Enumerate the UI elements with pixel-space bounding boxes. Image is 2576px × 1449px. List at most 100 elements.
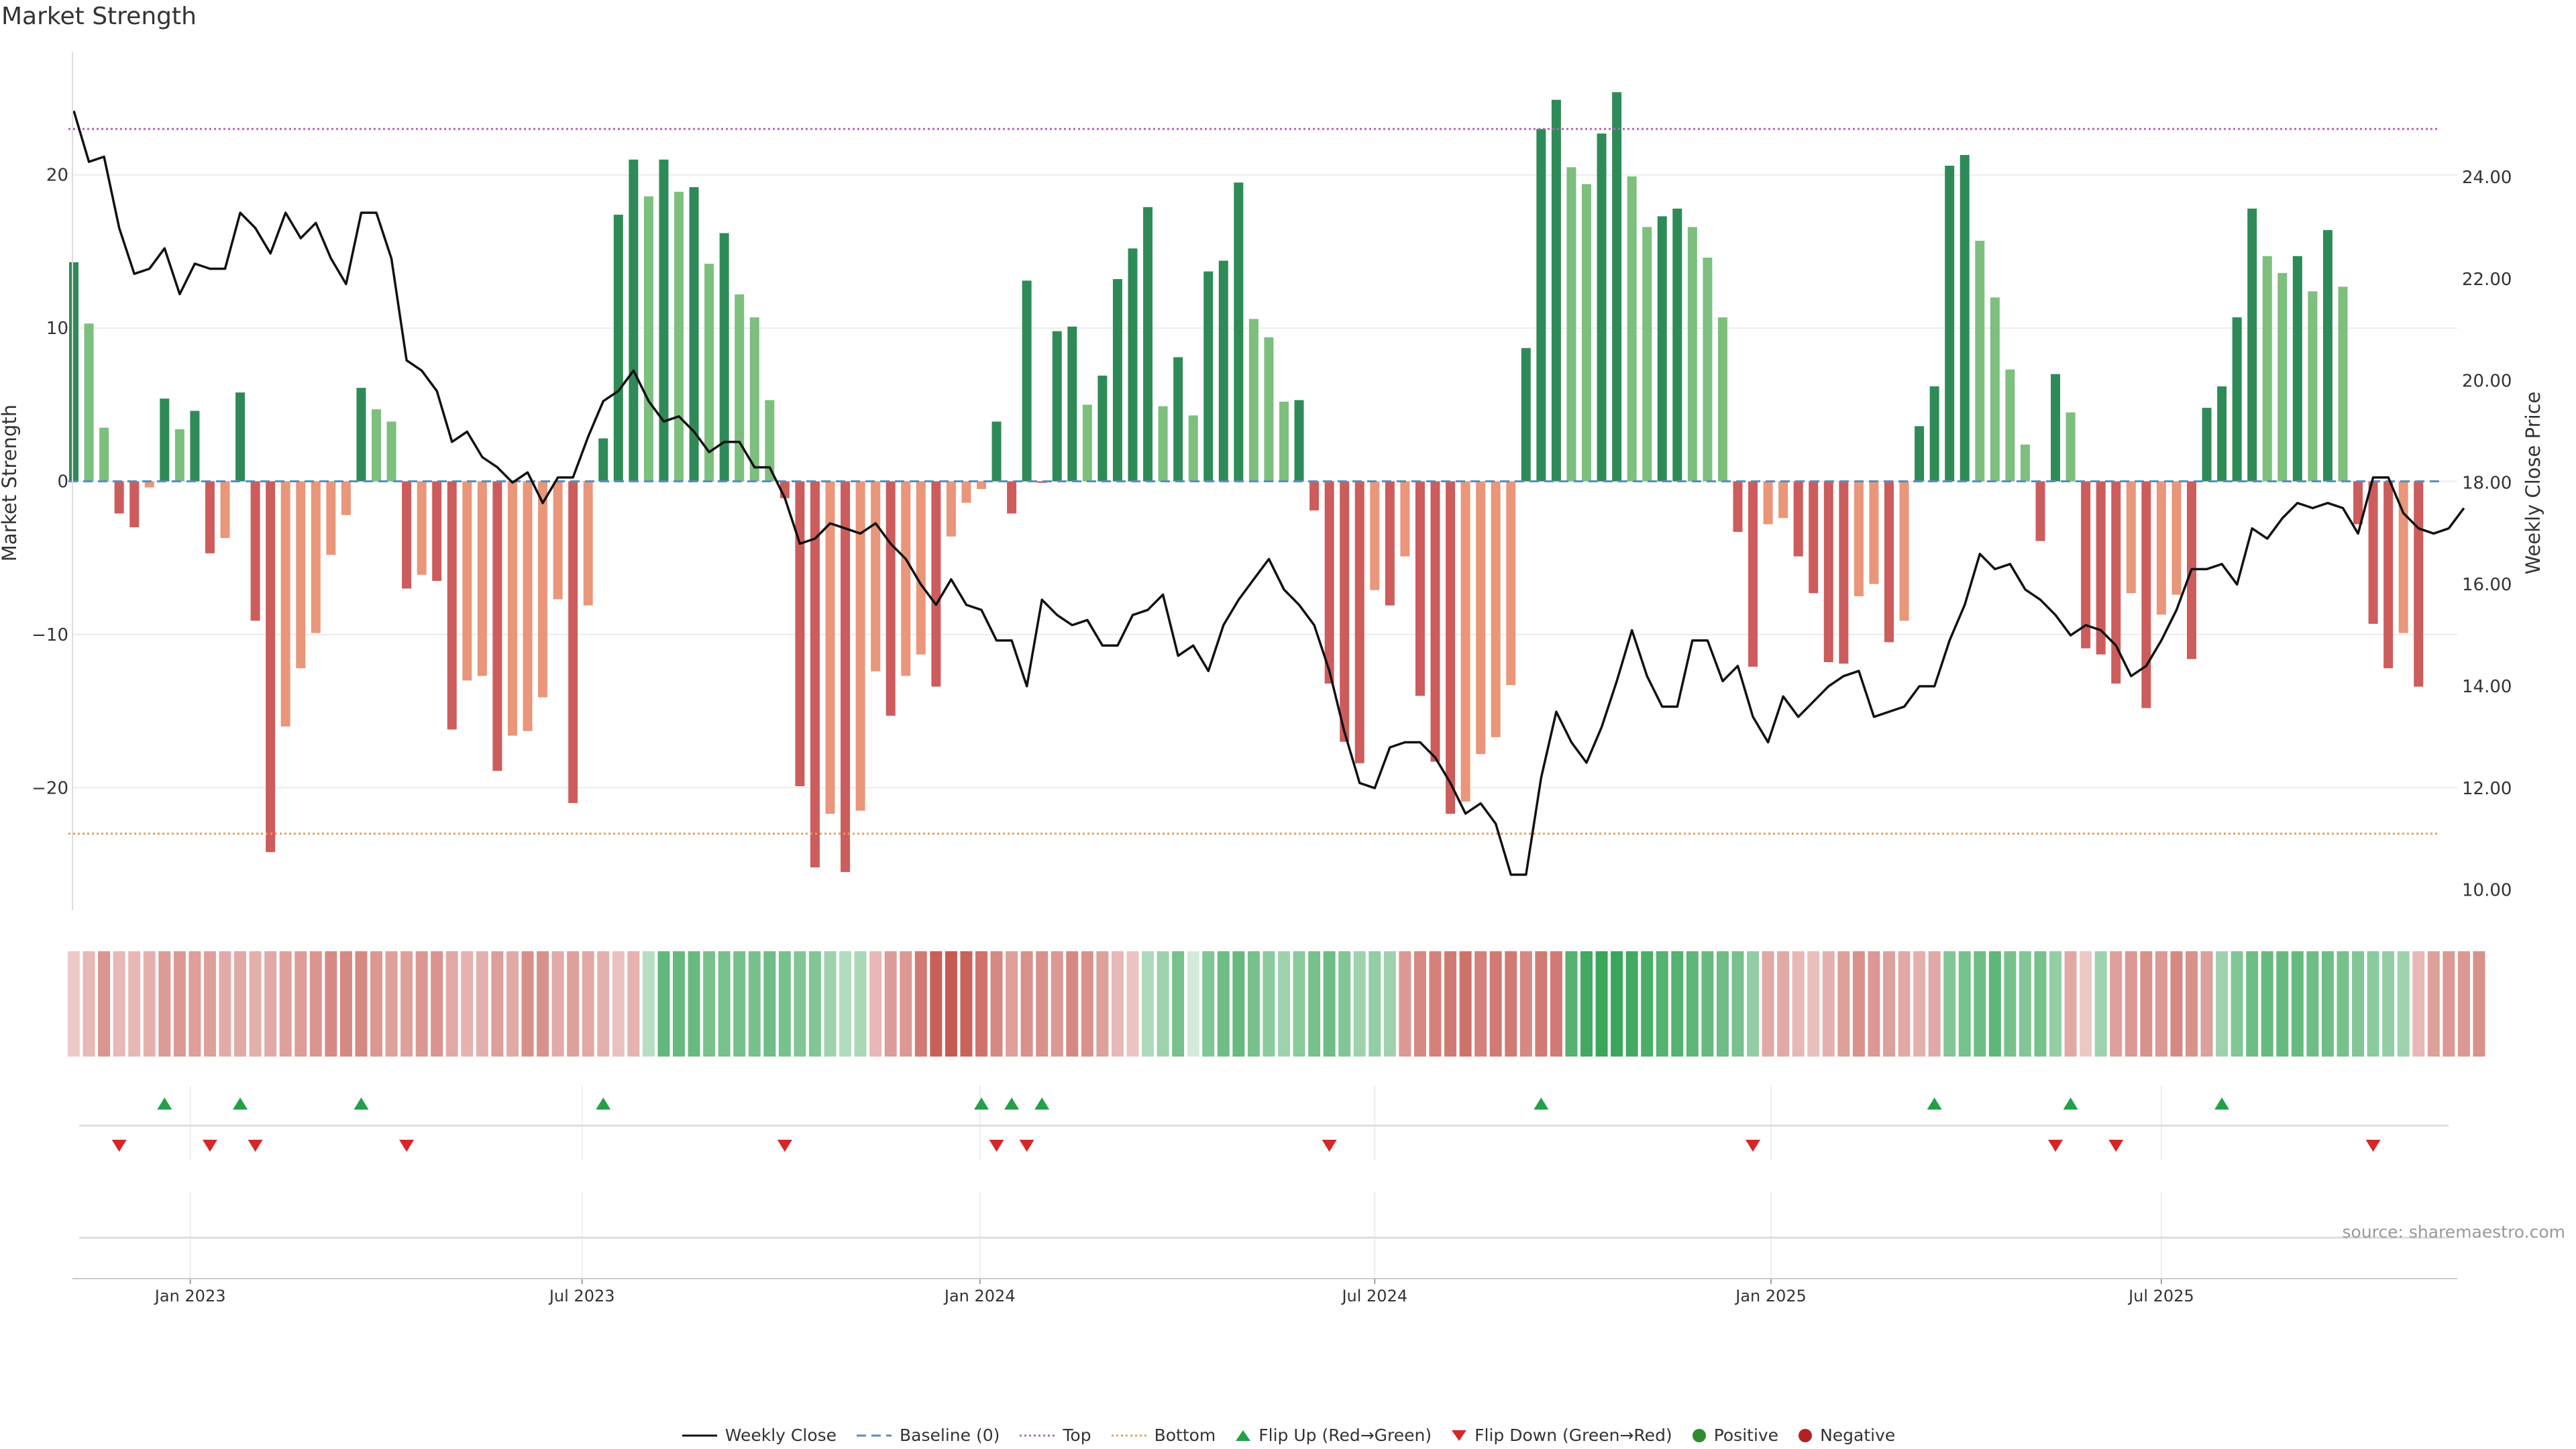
heat-cell bbox=[1066, 951, 1079, 1057]
strength-bar bbox=[1945, 166, 1955, 482]
legend-bottom[interactable]: Bottom bbox=[1110, 1426, 1216, 1445]
strength-bar bbox=[674, 191, 684, 482]
heat-cell bbox=[2352, 951, 2365, 1057]
heat-cell bbox=[1081, 951, 1093, 1057]
heat-cell bbox=[537, 951, 549, 1057]
close-price-layer bbox=[72, 110, 2465, 876]
legend-label: Top bbox=[1063, 1426, 1091, 1445]
legend-weekly-close[interactable]: Weekly Close bbox=[681, 1426, 837, 1445]
legend-flip-down[interactable]: Flip Down (Green→Red) bbox=[1450, 1426, 1672, 1445]
x-tick-label: Jul 2024 bbox=[1340, 1287, 1407, 1305]
strength-bar bbox=[1672, 208, 1682, 482]
left-tick-label: −20 bbox=[32, 778, 68, 798]
heat-cell bbox=[1247, 951, 1260, 1057]
heat-cell bbox=[2321, 951, 2334, 1057]
heat-cell bbox=[1263, 951, 1275, 1057]
strength-bar bbox=[1763, 481, 1773, 525]
strength-bar bbox=[1566, 167, 1576, 482]
heat-cell bbox=[339, 951, 352, 1057]
heat-cell bbox=[2367, 951, 2379, 1057]
strength-bar bbox=[160, 398, 170, 482]
heat-cell bbox=[1777, 951, 1790, 1057]
heat-cell bbox=[1293, 951, 1305, 1057]
strength-bar bbox=[477, 481, 487, 676]
heat-cell bbox=[1278, 951, 1290, 1057]
strength-bar bbox=[507, 481, 517, 736]
heat-cell bbox=[2186, 951, 2198, 1057]
heat-cell bbox=[945, 951, 957, 1057]
heat-cell bbox=[1641, 951, 1654, 1057]
heat-cell bbox=[1625, 951, 1638, 1057]
heat-cell bbox=[370, 951, 382, 1057]
strength-bar bbox=[1521, 347, 1531, 482]
strength-bar bbox=[1990, 297, 2000, 482]
strength-bar bbox=[1430, 481, 1440, 762]
strength-bar bbox=[1506, 481, 1516, 686]
heat-cell bbox=[627, 951, 640, 1057]
heat-cell bbox=[1036, 951, 1049, 1057]
legend-baseline[interactable]: Baseline (0) bbox=[855, 1426, 1000, 1445]
legend-flip-up[interactable]: Flip Up (Red→Green) bbox=[1234, 1426, 1432, 1445]
strength-bar bbox=[2262, 256, 2272, 482]
strength-bar bbox=[144, 481, 154, 488]
heat-cell bbox=[203, 951, 216, 1057]
flip-up-icon bbox=[596, 1097, 611, 1110]
strength-bar bbox=[417, 481, 427, 575]
flip-up-icon bbox=[1534, 1097, 1549, 1110]
heat-cell bbox=[264, 951, 277, 1057]
heat-cell bbox=[1474, 951, 1487, 1057]
heat-cell bbox=[854, 951, 867, 1057]
heat-cell bbox=[748, 951, 761, 1057]
strength-bar bbox=[2051, 374, 2061, 482]
strength-bar bbox=[205, 481, 215, 553]
strength-bar bbox=[250, 481, 260, 621]
heat-cell bbox=[1535, 951, 1548, 1057]
heat-cell bbox=[1943, 951, 1956, 1057]
strength-bar bbox=[553, 481, 563, 600]
strength-bar bbox=[280, 481, 290, 727]
strength-bar bbox=[2414, 481, 2424, 687]
right-tick-label: 24.00 bbox=[2462, 168, 2512, 188]
heat-cell bbox=[1217, 951, 1230, 1057]
strength-bar bbox=[991, 421, 1002, 482]
heat-cell bbox=[1822, 951, 1835, 1057]
strength-bar bbox=[961, 481, 971, 503]
x-tick-label: Jan 2023 bbox=[154, 1287, 226, 1305]
heat-cell bbox=[567, 951, 580, 1057]
heat-cell bbox=[1928, 951, 1941, 1057]
strength-bar bbox=[2065, 412, 2076, 482]
strength-bar bbox=[447, 481, 457, 730]
strength-bars bbox=[69, 92, 2424, 872]
heat-cell bbox=[1157, 951, 1169, 1057]
heat-cell bbox=[2337, 951, 2349, 1057]
heat-cell bbox=[778, 951, 791, 1057]
strength-bar bbox=[795, 481, 805, 787]
legend-negative[interactable]: Negative bbox=[1797, 1426, 1895, 1445]
strength-bar bbox=[1884, 481, 1894, 643]
strength-bar bbox=[1748, 481, 1758, 667]
strength-bar bbox=[402, 481, 412, 589]
legend-top[interactable]: Top bbox=[1018, 1426, 1091, 1445]
heat-cell bbox=[2246, 951, 2259, 1057]
strength-bar bbox=[114, 481, 124, 514]
strength-bar bbox=[99, 427, 109, 482]
strength-bar bbox=[372, 409, 381, 482]
strength-bar bbox=[704, 264, 714, 482]
heat-cell bbox=[506, 951, 519, 1057]
legend-positive[interactable]: Positive bbox=[1691, 1426, 1778, 1445]
heat-cell bbox=[1974, 951, 1986, 1057]
x-tick-label: Jan 2025 bbox=[1734, 1287, 1807, 1305]
weekly-close-line bbox=[72, 110, 2465, 876]
strength-bar bbox=[1218, 260, 1228, 482]
strength-bar bbox=[765, 400, 775, 482]
heat-cell bbox=[355, 951, 368, 1057]
heat-cell bbox=[794, 951, 806, 1057]
heat-cell bbox=[582, 951, 594, 1057]
heat-cell bbox=[869, 951, 882, 1057]
heat-cell bbox=[1747, 951, 1760, 1057]
heat-cell bbox=[960, 951, 973, 1057]
strength-bar bbox=[2171, 481, 2182, 595]
strength-bar bbox=[1370, 481, 1380, 590]
source-note: source: sharemaestro.com bbox=[2342, 1222, 2566, 1242]
